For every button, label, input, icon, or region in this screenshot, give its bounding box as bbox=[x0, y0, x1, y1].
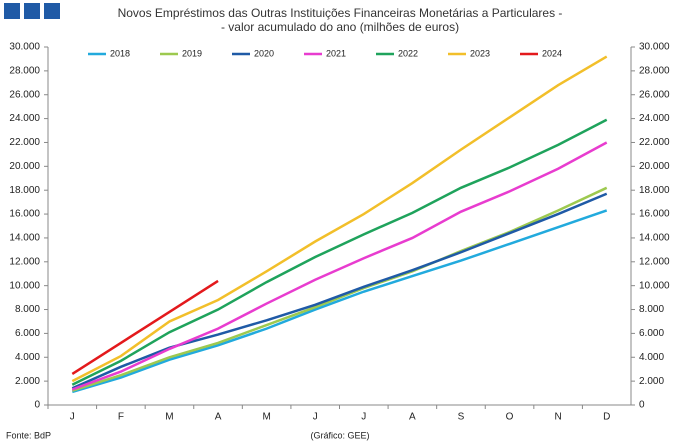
y-tick-label: 18.000 bbox=[9, 185, 40, 196]
y2-tick-label: 0 bbox=[639, 400, 645, 411]
x-tick-label: N bbox=[555, 412, 562, 423]
y-tick-label: 0 bbox=[34, 400, 40, 411]
y-tick-label: 16.000 bbox=[9, 209, 40, 220]
x-tick-label: J bbox=[313, 412, 318, 423]
source: Fonte: BdP bbox=[6, 430, 51, 440]
legend-label: 2023 bbox=[470, 48, 490, 58]
series-line bbox=[71, 186, 608, 392]
series-line bbox=[71, 279, 219, 376]
y2-tick-label: 24.000 bbox=[639, 113, 670, 124]
x-tick-label: M bbox=[262, 412, 270, 423]
y2-tick-label: 4.000 bbox=[639, 352, 664, 363]
y2-tick-label: 30.000 bbox=[639, 42, 670, 53]
x-tick-label: S bbox=[458, 412, 465, 423]
y-tick-label: 28.000 bbox=[9, 66, 40, 77]
x-tick-label: D bbox=[603, 412, 610, 423]
y2-tick-label: 18.000 bbox=[639, 185, 670, 196]
y2-tick-label: 2.000 bbox=[639, 376, 664, 387]
legend-label: 2021 bbox=[326, 48, 346, 58]
legend-label: 2019 bbox=[182, 48, 202, 58]
x-tick-label: J bbox=[361, 412, 366, 423]
logo-square bbox=[4, 3, 20, 19]
y-tick-label: 14.000 bbox=[9, 233, 40, 244]
y-tick-label: 10.000 bbox=[9, 280, 40, 291]
y2-tick-label: 26.000 bbox=[639, 89, 670, 100]
y2-tick-label: 22.000 bbox=[639, 137, 670, 148]
x-tick-label: F bbox=[118, 412, 124, 423]
y-tick-label: 20.000 bbox=[9, 161, 40, 172]
chart-title: Novos Empréstimos das Outras Instituiçõe… bbox=[118, 6, 563, 20]
y-tick-label: 12.000 bbox=[9, 256, 40, 267]
series-line bbox=[71, 55, 608, 383]
credit: (Gráfico: GEE) bbox=[310, 430, 369, 440]
logo-square bbox=[44, 3, 60, 19]
legend-label: 2022 bbox=[398, 48, 418, 58]
y-tick-label: 6.000 bbox=[15, 328, 40, 339]
y2-tick-label: 14.000 bbox=[639, 233, 670, 244]
y-tick-label: 26.000 bbox=[9, 89, 40, 100]
legend-label: 2020 bbox=[254, 48, 274, 58]
y2-tick-label: 12.000 bbox=[639, 256, 670, 267]
series-line bbox=[71, 141, 608, 391]
y-tick-label: 8.000 bbox=[15, 304, 40, 315]
y-tick-label: 22.000 bbox=[9, 137, 40, 148]
x-tick-label: M bbox=[165, 412, 173, 423]
y2-tick-label: 10.000 bbox=[639, 280, 670, 291]
y2-tick-label: 6.000 bbox=[639, 328, 664, 339]
x-tick-label: J bbox=[70, 412, 75, 423]
y2-tick-label: 8.000 bbox=[639, 304, 664, 315]
x-tick-label: O bbox=[506, 412, 514, 423]
series-line bbox=[71, 118, 608, 386]
series-line bbox=[71, 209, 608, 394]
x-tick-label: A bbox=[409, 412, 416, 423]
legend-label: 2024 bbox=[542, 48, 562, 58]
x-tick-label: A bbox=[215, 412, 222, 423]
series-line bbox=[71, 192, 608, 390]
y2-tick-label: 16.000 bbox=[639, 209, 670, 220]
y-tick-label: 30.000 bbox=[9, 42, 40, 53]
y-tick-label: 4.000 bbox=[15, 352, 40, 363]
legend-label: 2018 bbox=[110, 48, 130, 58]
y-tick-label: 2.000 bbox=[15, 376, 40, 387]
y2-tick-label: 28.000 bbox=[639, 66, 670, 77]
chart-subtitle: - valor acumulado do ano (milhões de eur… bbox=[221, 20, 459, 34]
logo-square bbox=[24, 3, 40, 19]
y2-tick-label: 20.000 bbox=[639, 161, 670, 172]
y-tick-label: 24.000 bbox=[9, 113, 40, 124]
